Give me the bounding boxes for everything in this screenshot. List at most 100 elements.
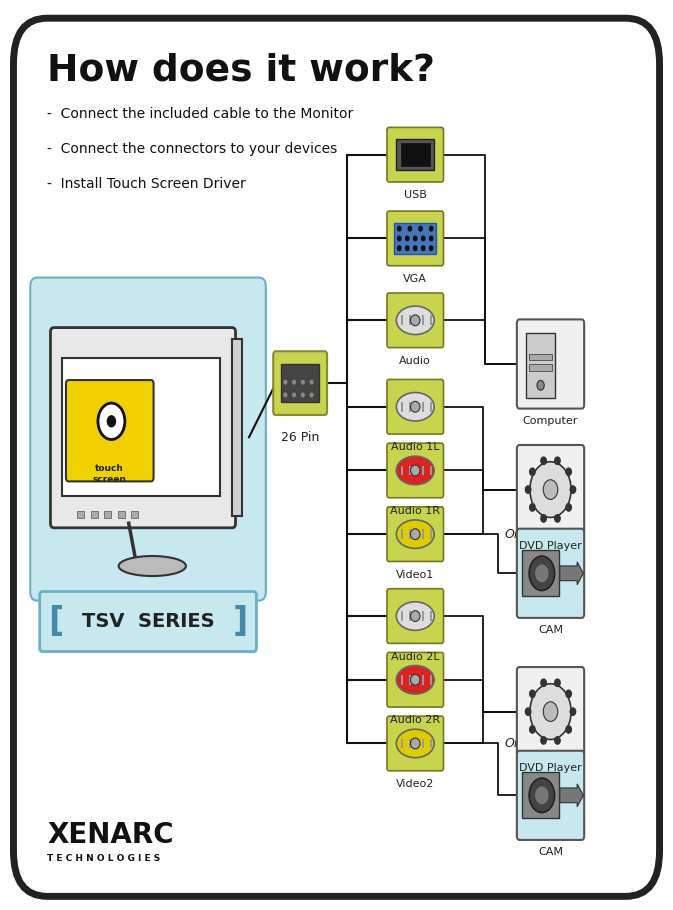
Circle shape — [108, 416, 116, 427]
Bar — [430, 402, 432, 411]
Text: Audio: Audio — [399, 356, 431, 366]
Circle shape — [284, 380, 287, 384]
FancyBboxPatch shape — [66, 380, 153, 481]
Ellipse shape — [411, 315, 420, 326]
Circle shape — [541, 737, 546, 744]
Circle shape — [529, 778, 555, 813]
Bar — [421, 739, 423, 748]
Circle shape — [419, 227, 422, 231]
FancyBboxPatch shape — [13, 18, 660, 896]
Bar — [430, 530, 432, 539]
Circle shape — [409, 227, 412, 231]
FancyBboxPatch shape — [387, 379, 444, 434]
FancyBboxPatch shape — [387, 127, 444, 182]
Circle shape — [570, 708, 575, 715]
Text: CAM: CAM — [538, 847, 563, 857]
Ellipse shape — [396, 392, 434, 421]
Circle shape — [555, 679, 560, 686]
Bar — [118, 511, 125, 518]
Circle shape — [310, 393, 313, 397]
Circle shape — [541, 679, 546, 686]
Circle shape — [566, 726, 571, 733]
FancyBboxPatch shape — [50, 328, 236, 528]
Bar — [104, 511, 111, 518]
Circle shape — [530, 726, 535, 733]
Circle shape — [555, 737, 560, 744]
Bar — [430, 316, 432, 325]
Bar — [62, 358, 220, 496]
Bar — [430, 739, 432, 748]
Circle shape — [284, 393, 287, 397]
Text: Or: Or — [505, 528, 520, 541]
Circle shape — [543, 480, 558, 500]
Circle shape — [566, 504, 571, 511]
Circle shape — [429, 227, 433, 231]
FancyBboxPatch shape — [387, 211, 444, 266]
Bar — [421, 675, 423, 684]
Circle shape — [555, 515, 560, 522]
Circle shape — [530, 468, 535, 475]
Text: USB: USB — [404, 190, 427, 200]
Circle shape — [302, 380, 304, 384]
FancyBboxPatch shape — [517, 751, 584, 840]
FancyBboxPatch shape — [517, 667, 584, 756]
Bar — [400, 530, 402, 539]
Bar — [394, 223, 436, 254]
Circle shape — [406, 236, 409, 240]
Circle shape — [398, 236, 401, 240]
Bar — [421, 316, 423, 325]
Bar — [529, 354, 552, 360]
Ellipse shape — [411, 738, 420, 749]
Circle shape — [530, 504, 535, 511]
Text: VGA: VGA — [403, 274, 427, 284]
Circle shape — [398, 227, 401, 231]
FancyBboxPatch shape — [387, 507, 444, 561]
FancyBboxPatch shape — [273, 351, 327, 415]
FancyBboxPatch shape — [517, 529, 584, 618]
Circle shape — [537, 380, 544, 390]
Ellipse shape — [396, 729, 434, 758]
Text: DVD Player: DVD Player — [519, 541, 582, 551]
Text: DVD Player: DVD Player — [519, 763, 582, 774]
Bar — [400, 316, 402, 325]
Bar — [400, 739, 402, 748]
Text: How does it work?: How does it work? — [47, 53, 435, 89]
Circle shape — [530, 461, 571, 518]
Ellipse shape — [396, 665, 434, 694]
Circle shape — [566, 690, 571, 697]
Circle shape — [406, 246, 409, 250]
Ellipse shape — [118, 556, 186, 576]
Text: T E C H N O L O G I E S: T E C H N O L O G I E S — [47, 854, 160, 863]
Text: -  Connect the included cable to the Monitor: - Connect the included cable to the Moni… — [47, 107, 353, 121]
Text: Computer: Computer — [523, 416, 578, 426]
Bar — [421, 402, 423, 411]
Circle shape — [293, 380, 295, 384]
Circle shape — [302, 393, 304, 397]
Circle shape — [310, 380, 313, 384]
Circle shape — [413, 246, 417, 250]
Bar — [232, 339, 242, 516]
Text: -  Install Touch Screen Driver: - Install Touch Screen Driver — [47, 177, 246, 190]
Bar — [522, 551, 559, 596]
FancyBboxPatch shape — [40, 592, 256, 652]
Text: 26 Pin: 26 Pin — [281, 431, 320, 444]
FancyBboxPatch shape — [30, 278, 266, 601]
FancyBboxPatch shape — [387, 293, 444, 348]
FancyBboxPatch shape — [387, 652, 444, 707]
Bar — [401, 143, 429, 167]
Bar — [409, 530, 411, 539]
Bar — [421, 612, 423, 621]
Circle shape — [536, 787, 548, 804]
Bar — [409, 316, 411, 325]
FancyArrow shape — [560, 561, 583, 585]
Bar — [529, 364, 552, 371]
Ellipse shape — [396, 306, 434, 335]
Circle shape — [541, 457, 546, 464]
Ellipse shape — [411, 674, 420, 685]
Text: -  Connect the connectors to your devices: - Connect the connectors to your devices — [47, 142, 337, 156]
Bar — [421, 466, 423, 475]
Text: Audio 1L: Audio 1L — [391, 442, 439, 452]
Bar — [430, 466, 432, 475]
Text: Or: Or — [505, 737, 520, 750]
Bar — [281, 364, 319, 402]
